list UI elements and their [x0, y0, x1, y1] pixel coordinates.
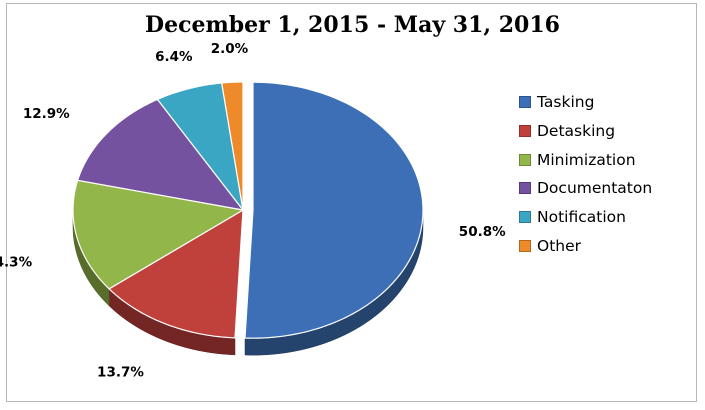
legend-item-minimization: Minimization: [519, 145, 652, 174]
slice-label-documentaton: 12.9%: [23, 106, 70, 122]
legend-label-tasking: Tasking: [537, 93, 595, 112]
legend-item-detasking: Detasking: [519, 117, 652, 146]
legend-label-documentaton: Documentaton: [537, 179, 653, 198]
legend-item-tasking: Tasking: [519, 88, 652, 117]
legend-swatch-detasking: [519, 125, 531, 138]
legend-swatch-notification: [519, 211, 531, 224]
legend-item-documentaton: Documentaton: [519, 174, 652, 203]
slice-documentaton: [76, 98, 245, 211]
legend-swatch-minimization: [519, 153, 531, 166]
legend-label-detasking: Detasking: [537, 122, 616, 141]
legend-item-notification: Notification: [519, 203, 652, 232]
slice-label-tasking: 50.8%: [459, 224, 506, 240]
legend-label-notification: Notification: [537, 208, 626, 227]
slice-tasking: [244, 81, 424, 339]
legend-swatch-documentaton: [519, 182, 531, 195]
slice-detasking: [108, 208, 244, 339]
legend-label-other: Other: [537, 236, 582, 255]
slice-label-detasking: 13.7%: [97, 364, 144, 380]
slice-minimization: [72, 179, 245, 290]
slice-label-notification: 6.4%: [155, 49, 193, 65]
legend-swatch-other: [519, 239, 531, 252]
slice-label-other: 2.0%: [211, 41, 249, 57]
chart-title: December 1, 2015 - May 31, 2016: [145, 12, 560, 38]
legend-label-minimization: Minimization: [537, 150, 636, 169]
chart-legend: Tasking Detasking Minimization Documentaton…: [519, 88, 652, 260]
slice-label-minimization: 14.3%: [0, 255, 33, 271]
legend-item-other: Other: [519, 231, 652, 260]
slice-other: [221, 81, 244, 211]
slice-notification: [156, 82, 244, 211]
legend-swatch-tasking: [519, 96, 531, 109]
